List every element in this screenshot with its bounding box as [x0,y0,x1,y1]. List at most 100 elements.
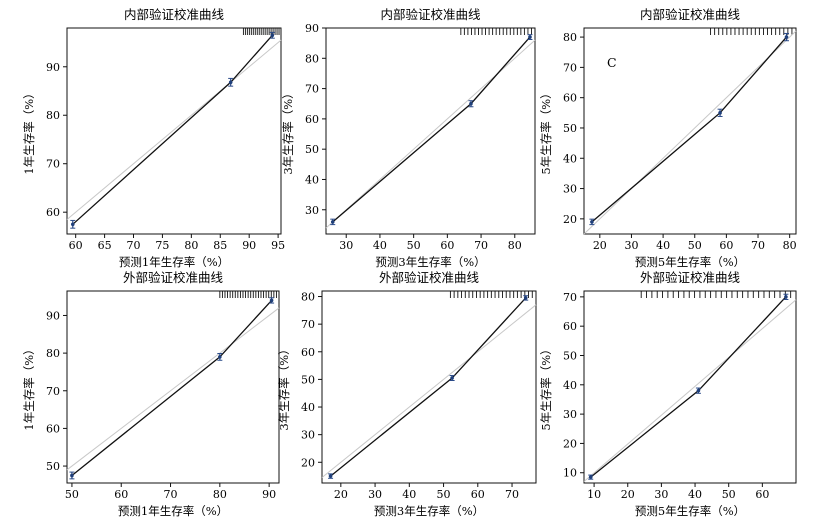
data-point [784,35,789,39]
x-tick-label: 60 [719,239,733,252]
y-tick-label: 70 [563,61,577,74]
x-tick-label: 50 [437,488,451,501]
y-tick-label: 80 [305,52,319,65]
y-axis-label: 1年生存率（%） [22,87,36,174]
x-tick-label: 40 [688,488,702,501]
ideal-reference-line [321,304,537,478]
y-tick-label: 20 [563,437,577,450]
y-tick-label: 50 [305,143,319,156]
x-tick-label: 30 [654,488,668,501]
ideal-reference-line [66,307,280,471]
x-axis-label: 预测5年生存率（%） [635,504,745,518]
y-tick-label: 40 [305,173,319,186]
x-tick-label: 30 [339,239,353,252]
x-tick-label: 40 [402,488,416,501]
y-tick-label: 60 [305,113,319,126]
ideal-reference-line [583,299,797,482]
y-tick-label: 80 [563,31,577,44]
y-tick-label: 70 [46,158,60,171]
x-tick-label: 50 [722,488,736,501]
data-point [70,473,74,478]
data-point [218,355,222,359]
x-tick-label: 75 [155,239,169,252]
y-tick-label: 60 [563,320,577,333]
y-axis-label: 3年生存率（%） [277,343,291,430]
plot-frame [583,290,797,484]
x-tick-label: 80 [783,239,797,252]
chart-title: 内部验证校准曲线 [380,7,481,22]
x-tick-label: 20 [621,488,635,501]
plot-frame [321,290,537,484]
plot-frame [66,290,280,484]
y-tick-label: 60 [563,92,577,105]
data-point [270,33,275,38]
data-point [228,80,233,85]
y-tick-label: 30 [305,204,319,217]
x-tick-label: 30 [368,488,382,501]
data-point [718,111,722,115]
y-axis-label: 5年生存率（%） [539,87,553,174]
x-tick-label: 30 [624,239,638,252]
x-tick-label: 85 [213,239,227,252]
x-tick-label: 95 [271,239,285,252]
y-tick-label: 50 [563,122,577,135]
panel-letter: C [607,55,617,70]
y-tick-label: 30 [563,408,577,421]
x-tick-label: 50 [688,239,702,252]
y-tick-label: 90 [305,22,319,35]
data-point [588,475,593,479]
x-tick-label: 80 [508,239,522,252]
data-point [523,296,528,300]
y-tick-label: 70 [46,385,60,398]
y-tick-label: 20 [301,456,315,469]
x-tick-label: 40 [373,239,387,252]
data-point [328,474,333,478]
x-axis-label: 预测5年生存率（%） [635,255,745,269]
x-tick-label: 20 [593,239,607,252]
y-tick-label: 80 [46,347,60,360]
x-axis-label: 预测3年生存率（%） [375,255,485,269]
x-axis-label: 预测1年生存率（%） [119,255,229,269]
y-tick-label: 30 [301,429,315,442]
x-axis-label: 预测3年生存率（%） [374,504,484,518]
y-axis-label: 3年生存率（%） [281,87,295,174]
x-tick-label: 60 [69,239,83,252]
x-tick-label: 90 [242,239,256,252]
data-point [528,35,532,39]
plot-frame [583,27,797,235]
y-tick-label: 70 [305,83,319,96]
data-point [469,101,473,106]
plot-frame [66,27,282,235]
y-tick-label: 60 [301,346,315,359]
y-tick-label: 90 [46,61,60,74]
data-point [330,220,335,224]
x-tick-label: 60 [440,239,454,252]
x-tick-label: 80 [213,488,227,501]
ideal-reference-line [583,30,797,235]
x-tick-label: 50 [407,239,421,252]
chart-title: 外部验证校准曲线 [640,270,741,285]
data-point [450,376,454,380]
x-tick-label: 60 [755,488,769,501]
y-tick-label: 60 [46,422,60,435]
data-point [70,222,75,227]
y-tick-label: 70 [563,291,577,304]
y-tick-label: 50 [563,349,577,362]
chart-title: 外部验证校准曲线 [123,270,224,285]
ideal-reference-line [66,39,282,220]
x-tick-label: 70 [751,239,765,252]
data-point [696,388,701,393]
x-tick-label: 10 [587,488,601,501]
x-tick-label: 70 [164,488,178,501]
chart-title: 外部验证校准曲线 [379,270,480,285]
y-tick-label: 40 [563,152,577,165]
x-tick-label: 90 [262,488,276,501]
chart-title: 内部验证校准曲线 [640,7,741,22]
y-tick-label: 40 [301,401,315,414]
